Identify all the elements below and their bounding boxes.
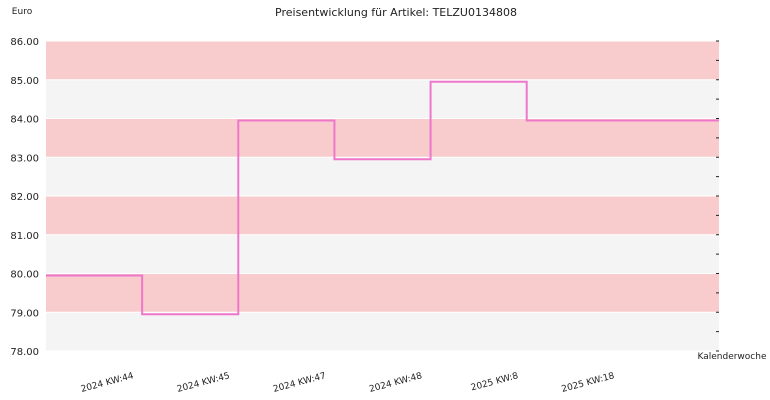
x-tick-label: 2024 KW:44 [80, 371, 135, 395]
grid-lines [46, 40, 719, 352]
price-step-line [46, 80, 719, 316]
y-tick-label: 84.00 [10, 115, 39, 126]
x-tick-label: 2024 KW:45 [176, 371, 231, 395]
y-tick-label: 82.00 [10, 192, 39, 203]
x-tick-labels: 2024 KW:44 2024 KW:45 2024 KW:47 2024 KW:48… [80, 371, 616, 395]
y-tick-label: 80.00 [10, 270, 39, 281]
y-tick-label: 79.00 [10, 308, 39, 319]
y-tick-label: 83.00 [10, 153, 39, 164]
plot-band [46, 157, 719, 196]
plot-band [46, 41, 719, 80]
plot-band [46, 273, 719, 313]
y-ticks: 78.00 79.00 80.00 81.00 82.00 83.00 84.00 85.00… [10, 37, 719, 358]
plot-band [46, 196, 719, 235]
x-tick-label: 2025 KW:18 [561, 371, 616, 395]
plot-bands [46, 41, 719, 351]
x-tick-label: 2024 KW:47 [272, 371, 327, 395]
chart-title: Preisentwicklung für Artikel: TELZU01348… [275, 6, 517, 19]
x-tick-label: 2024 KW:48 [368, 371, 423, 395]
plot-band [46, 118, 719, 158]
y-axis-label: Euro [12, 7, 33, 17]
series-group [46, 80, 719, 316]
plot-band [46, 234, 719, 274]
y-tick-label: 85.00 [10, 76, 39, 87]
plot-band [46, 312, 719, 351]
plot-band [46, 79, 719, 119]
x-tick-label: 2025 KW:8 [470, 371, 520, 393]
y-tick-label: 86.00 [10, 37, 39, 48]
y-tick-label: 81.00 [10, 231, 39, 242]
x-axis-label: Kalenderwoche [697, 352, 766, 362]
y-tick-label: 78.00 [10, 347, 39, 358]
